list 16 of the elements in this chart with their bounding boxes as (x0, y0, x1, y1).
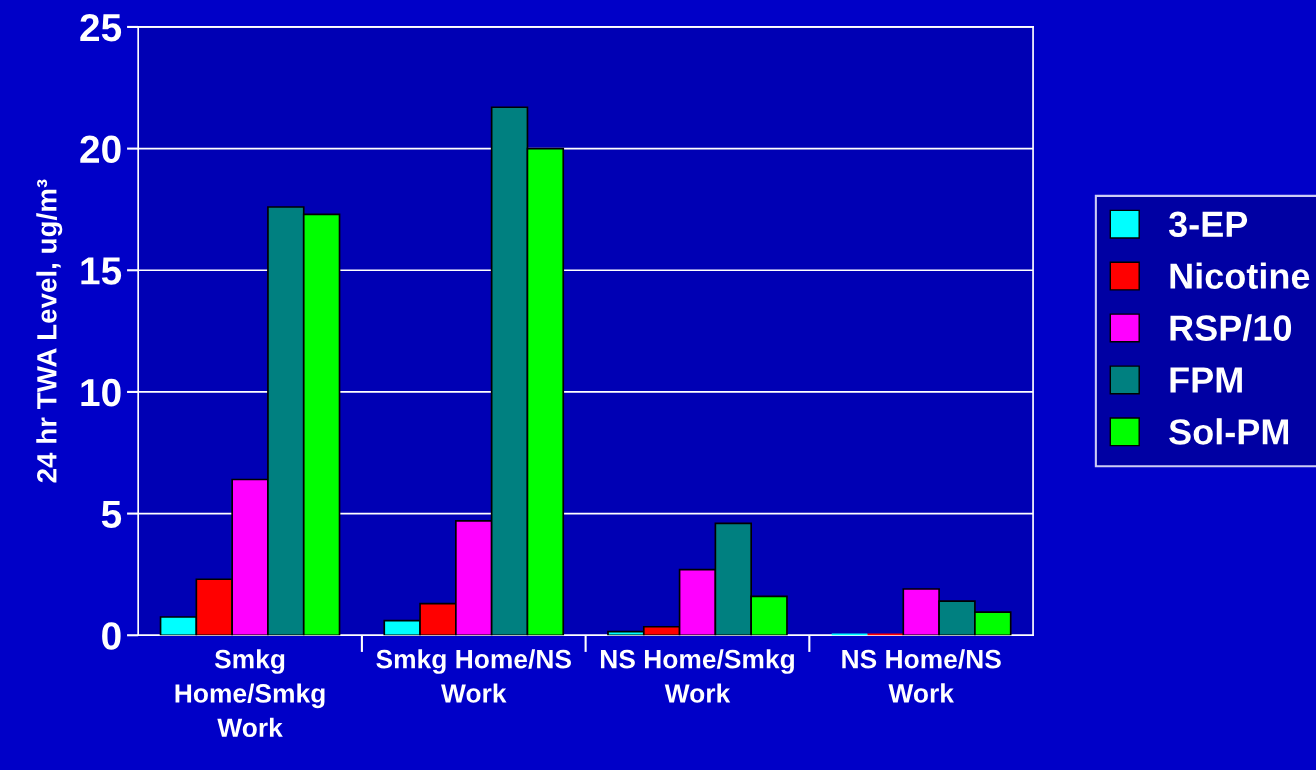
legend-label: FPM (1170, 367, 1242, 393)
legend-label: Nicotine (1170, 262, 1310, 289)
legend-label: Sol-PM (1169, 418, 1289, 445)
y-tick-label: 5 (101, 500, 122, 529)
y-tick-label: 20 (80, 135, 121, 164)
y-tick-label: 25 (80, 13, 122, 42)
y-tick-label: 10 (81, 378, 121, 407)
y-tick-label: 15 (81, 257, 122, 285)
y-tick-label: 0 (102, 622, 121, 650)
x-tick-label: NS Home/NS Work (842, 649, 1001, 703)
x-tick-label: Smkg Home/Smkg Work (175, 649, 325, 738)
legend-label: 3-EP (1168, 211, 1248, 238)
x-tick-label: NS Home/Smkg Work (601, 649, 794, 703)
legend-label: RSP/10 (1170, 314, 1292, 342)
x-tick-label: Smkg Home/NS Work (376, 649, 571, 703)
y-axis-title: 24 hr TWA Level, ug/m³ (36, 179, 63, 483)
